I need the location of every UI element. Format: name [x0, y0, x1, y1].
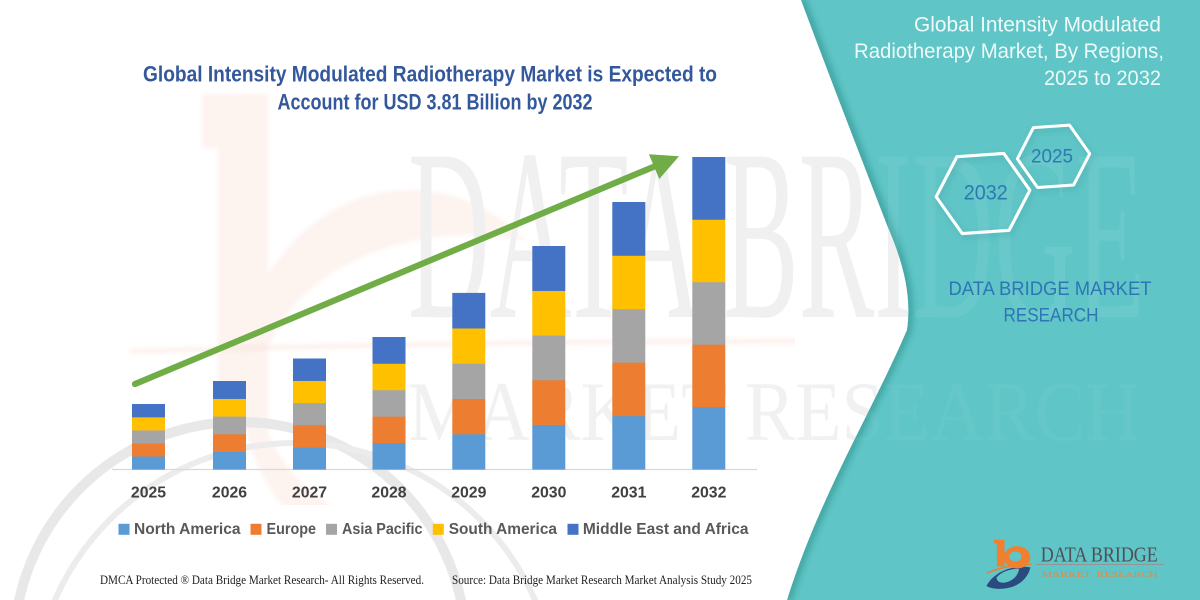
svg-text:2030: 2030	[531, 485, 566, 502]
svg-text:2026: 2026	[212, 485, 247, 502]
svg-text:Account for USD 3.81 Billion b: Account for USD 3.81 Billion by 2032	[278, 89, 593, 114]
svg-text:DMCA Protected ® Data Bridge M: DMCA Protected ® Data Bridge Market Rese…	[100, 573, 424, 587]
svg-text:Asia Pacific: Asia Pacific	[342, 521, 423, 538]
svg-text:2025 to 2032: 2025 to 2032	[1044, 67, 1161, 90]
svg-text:Source: Data Bridge Market Res: Source: Data Bridge Market Research Mark…	[452, 573, 752, 587]
svg-text:DATA BRIDGE MARKET: DATA BRIDGE MARKET	[949, 279, 1152, 300]
svg-text:2032: 2032	[691, 485, 726, 502]
svg-text:Global Intensity Modulated Rad: Global Intensity Modulated Radiotherapy …	[143, 61, 717, 86]
svg-text:North America: North America	[134, 521, 241, 538]
svg-text:2032: 2032	[964, 182, 1008, 205]
svg-text:Middle East and Africa: Middle East and Africa	[583, 521, 749, 538]
svg-text:2029: 2029	[451, 485, 486, 502]
svg-text:2031: 2031	[611, 485, 646, 502]
svg-text:2027: 2027	[292, 485, 327, 502]
svg-text:2025: 2025	[131, 485, 166, 502]
svg-text:Radiotherapy Market, By Region: Radiotherapy Market, By Regions,	[854, 40, 1164, 63]
svg-text:2028: 2028	[371, 485, 406, 502]
svg-text:MARKET RESEARCH: MARKET RESEARCH	[1042, 570, 1158, 579]
svg-text:RESEARCH: RESEARCH	[1004, 306, 1099, 327]
svg-text:Europe: Europe	[267, 521, 317, 538]
svg-text:2025: 2025	[1031, 147, 1073, 168]
svg-text:DATA BRIDGE: DATA BRIDGE	[1041, 543, 1158, 567]
svg-text:South America: South America	[449, 521, 557, 538]
svg-text:Global Intensity Modulated: Global Intensity Modulated	[914, 14, 1161, 37]
